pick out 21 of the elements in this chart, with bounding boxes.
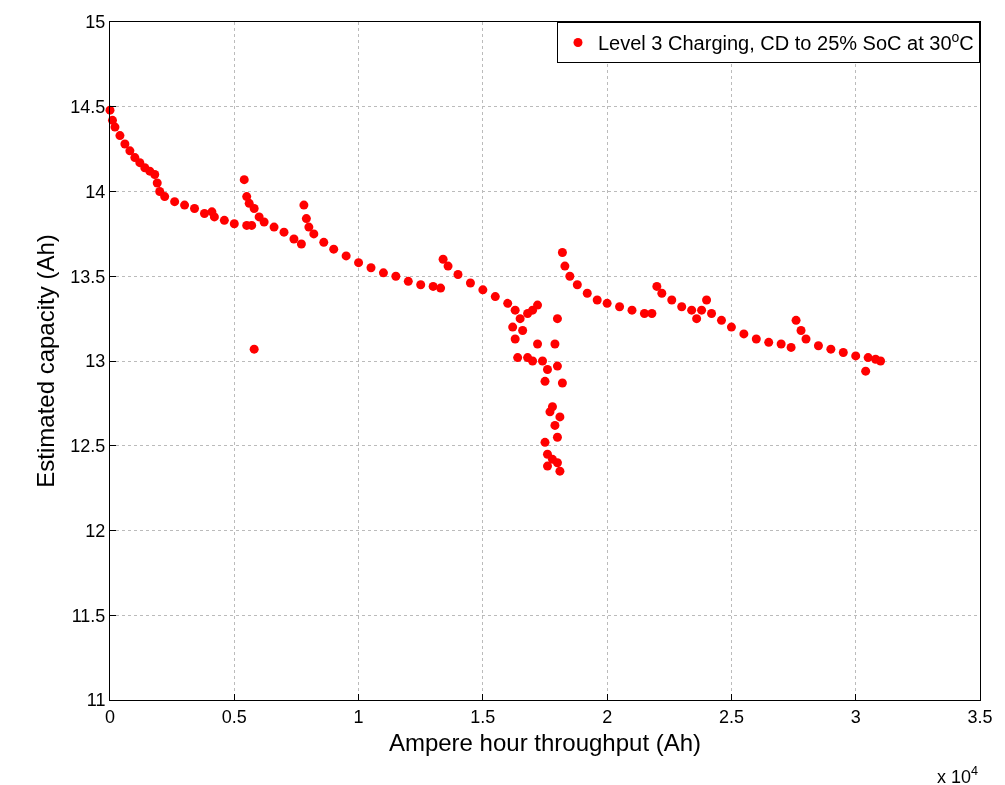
text: x 10$^{4}$ bbox=[937, 764, 979, 785]
y-tick-label: 13.5 bbox=[70, 266, 106, 287]
x-tick-label: 0.5 bbox=[221, 706, 247, 727]
y-tick-label: 11.5 bbox=[71, 605, 106, 626]
y-tick-label: 14 bbox=[85, 181, 106, 202]
legend-label: Level 3 Charging, CD to 25% SoC at 30$^{o}$C bbox=[598, 28, 974, 55]
x-tick-label: 2.5 bbox=[718, 706, 744, 727]
x-tick-label: 3 bbox=[850, 706, 861, 727]
x-tick-label: 0 bbox=[104, 706, 116, 727]
y-tick-label: 11 bbox=[86, 690, 106, 711]
y-axis-title: Estimated capacity (Ah) bbox=[32, 234, 60, 488]
x-tick-label: 2 bbox=[602, 706, 613, 727]
y-tick-label: 12.5 bbox=[70, 436, 106, 457]
y-tick-label: 13 bbox=[85, 351, 106, 372]
y-tick-label: 14.5 bbox=[70, 97, 106, 118]
x-tick-label: 3.5 bbox=[967, 706, 993, 727]
y-tick-label: 15 bbox=[85, 12, 106, 33]
x-tick-label: 1 bbox=[353, 706, 364, 727]
x-tick-label: 1.5 bbox=[470, 706, 496, 727]
x-axis-title: Ampere hour throughput (Ah) bbox=[388, 728, 702, 756]
y-tick-label: 12 bbox=[85, 520, 106, 541]
